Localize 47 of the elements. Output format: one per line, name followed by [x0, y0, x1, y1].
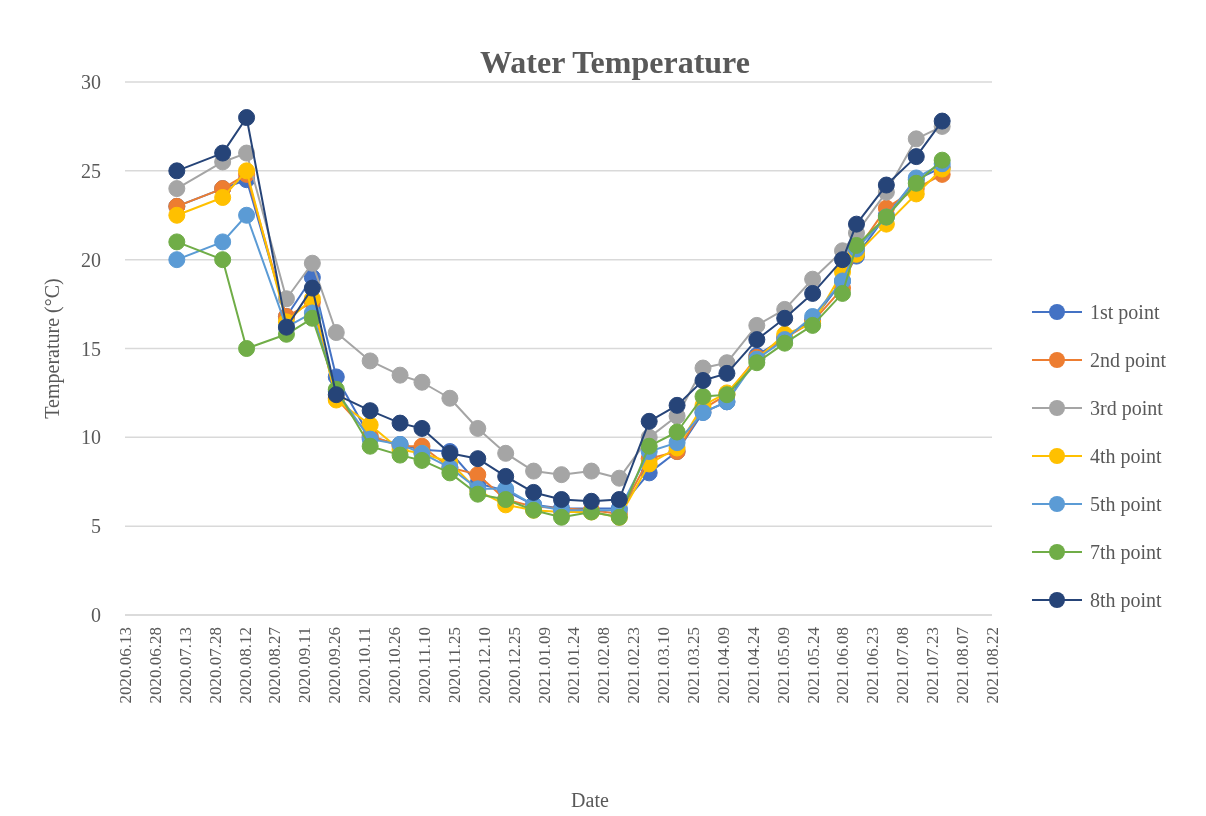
- legend-label: 2nd point: [1090, 349, 1167, 372]
- legend-label: 3rd point: [1090, 397, 1164, 420]
- x-tick-label: 2020.09.26: [325, 627, 345, 704]
- chart-title: Water Temperature: [480, 44, 750, 81]
- x-tick-label: 2021.02.08: [594, 627, 614, 704]
- x-tick-label: 2021.07.23: [923, 627, 943, 704]
- legend-label: 1st point: [1090, 301, 1160, 324]
- x-tick-label: 2021.08.22: [982, 627, 1002, 704]
- x-tick-label: 2021.06.08: [833, 627, 853, 704]
- x-tick-label: 2020.06.13: [115, 627, 135, 704]
- x-tick-label: 2021.05.24: [803, 626, 823, 704]
- y-tick-label: 30: [81, 71, 101, 93]
- y-tick-label: 5: [91, 515, 101, 538]
- x-tick-label: 2021.04.24: [743, 626, 763, 704]
- x-tick-label: 2021.06.23: [863, 627, 883, 704]
- x-tick-label: 2020.12.25: [504, 627, 524, 704]
- x-tick-label: 2020.11.10: [414, 627, 434, 703]
- x-tick-label: 2021.07.08: [893, 627, 913, 704]
- y-tick-label: 10: [81, 426, 101, 449]
- x-tick-label: 2020.11.25: [444, 627, 464, 703]
- y-tick-label: 25: [81, 159, 101, 182]
- y-tick-label: 20: [81, 248, 101, 271]
- legend-label: 8th point: [1090, 589, 1163, 612]
- legend-label: 5th point: [1090, 493, 1163, 516]
- x-tick-label: 2021.02.23: [624, 627, 644, 704]
- x-tick-label: 2020.12.10: [474, 627, 494, 704]
- x-tick-label: 2020.08.27: [265, 626, 285, 704]
- legend-label: 4th point: [1090, 445, 1163, 468]
- x-tick-label: 2021.05.09: [773, 627, 793, 704]
- x-tick-label: 2020.08.12: [235, 627, 255, 704]
- x-tick-label: 2020.10.26: [385, 627, 405, 704]
- x-tick-label: 2021.01.24: [564, 626, 584, 704]
- x-tick-label: 2021.03.25: [683, 627, 703, 704]
- y-tick-label: 15: [81, 337, 101, 360]
- y-tick-label: 0: [91, 604, 101, 626]
- x-tick-label: 2021.01.09: [534, 627, 554, 704]
- x-tick-label: 2021.04.09: [713, 627, 733, 704]
- x-tick-label: 2020.07.13: [175, 627, 195, 704]
- x-tick-label: 2020.06.28: [145, 627, 165, 704]
- x-axis-title: Date: [571, 789, 609, 811]
- legend-label: 7th point: [1090, 541, 1163, 564]
- x-tick-label: 2021.08.07: [953, 626, 973, 704]
- y-axis-title: Temperature (°C): [41, 278, 64, 419]
- x-tick-label: 2020.10.11: [355, 627, 375, 703]
- x-tick-label: 2020.09.11: [295, 627, 315, 703]
- x-tick-label: 2021.03.10: [654, 627, 674, 704]
- x-tick-label: 2020.07.28: [205, 627, 225, 704]
